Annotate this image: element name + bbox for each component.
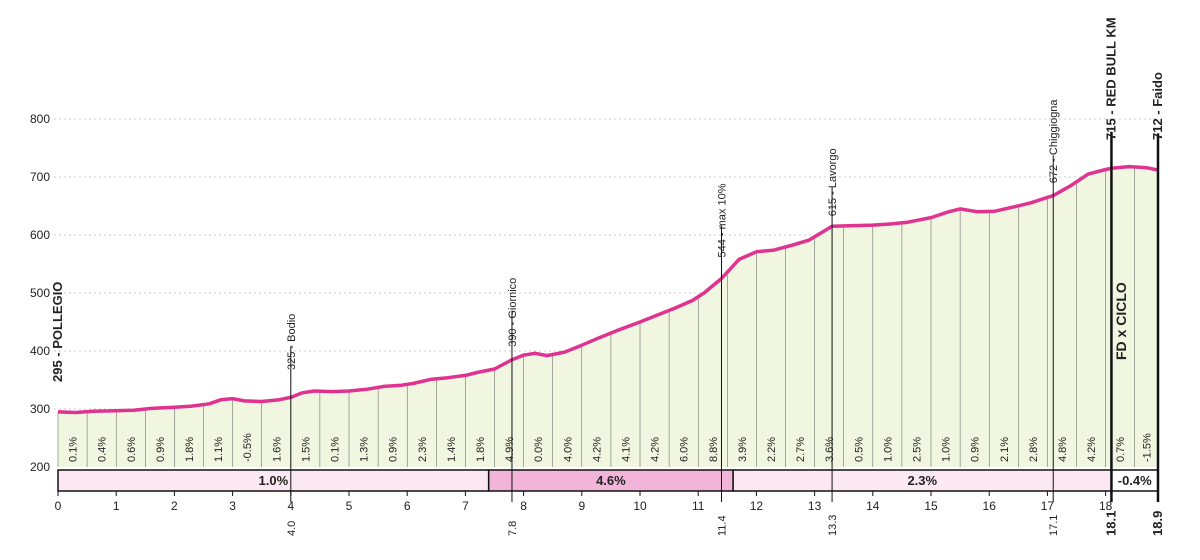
gradient-label: 0.6% [126, 437, 138, 462]
annotation-label: 615 - Lavorgo [827, 148, 839, 216]
gradient-label: 1.8% [475, 437, 487, 462]
y-tick-label: 800 [30, 112, 50, 126]
x-tick-label: 1 [113, 499, 120, 513]
annotation-km: 7.8 [507, 521, 519, 536]
gradient-label: 0.1% [68, 437, 80, 462]
gradient-label: 0.0% [533, 437, 545, 462]
gradient-label: 1.5% [300, 437, 312, 462]
y-tick-label: 500 [30, 286, 50, 300]
gradient-label: 0.9% [970, 437, 982, 462]
gradient-label: 3.6% [824, 437, 836, 462]
segment-label: 4.6% [596, 473, 626, 488]
gradient-label: 6.0% [679, 437, 691, 462]
y-tick-label: 400 [30, 344, 50, 358]
annotation-label: 712 - Faido [1150, 72, 1165, 140]
x-tick-label: 14 [866, 499, 880, 513]
gradient-label: 1.0% [941, 437, 953, 462]
annotation-km: 17.1 [1048, 515, 1060, 536]
gradient-label: 2.3% [417, 437, 429, 462]
x-tick-label: 16 [983, 499, 997, 513]
gradient-label: 1.4% [446, 437, 458, 462]
gradient-label: 1.8% [184, 437, 196, 462]
gradient-labels: 0.1% 0.4% 0.6% 0.9% 1.8% 1.1% -0.5% 1.6% 1.5% 0.1… [68, 433, 1154, 462]
gradient-interval-lines [57, 166, 1159, 467]
x-tick-label: 3 [229, 499, 236, 513]
x-tick-label: 11 [692, 499, 705, 513]
logo: FD x CICLO [1113, 282, 1129, 360]
gradient-label: 1.1% [213, 437, 225, 462]
logo-text: FD x CICLO [1113, 282, 1129, 360]
annotation-label: 544 - max 10% [716, 183, 728, 257]
x-tick-label: 17 [1041, 499, 1055, 513]
gradient-label: 1.0% [882, 437, 894, 462]
x-tick-label: 8 [520, 499, 527, 513]
gradient-label: 4.0% [562, 437, 574, 462]
x-tick-label: 4 [287, 499, 294, 513]
annotation-km: 18.1 [1103, 511, 1118, 536]
y-axis-ticks: 200 300 400 500 600 700 800 [30, 112, 50, 474]
gradient-label: 0.1% [329, 437, 341, 462]
annotations: 295 - POLLEGIO 325 - Bodio 4.0 390 - Giorni… [50, 17, 1165, 536]
x-tick-label: 15 [924, 499, 938, 513]
gradient-label: 0.9% [388, 437, 400, 462]
annotation-label: 325 - Bodio [286, 314, 298, 370]
segment-label: 2.3% [907, 473, 937, 488]
gradient-label: 3.9% [737, 437, 749, 462]
x-tick-label: 13 [808, 499, 822, 513]
annotation-label: 672 - Chiggiogna [1048, 99, 1060, 184]
gradient-label: 0.9% [155, 437, 167, 462]
gradient-label: 2.2% [766, 437, 778, 462]
annotation-label: 390 - Giornico [507, 278, 519, 347]
gradient-label: 4.2% [1086, 437, 1098, 462]
x-tick-label: 6 [404, 499, 411, 513]
x-tick-label: 2 [171, 499, 178, 513]
gradient-label: 4.9% [504, 437, 516, 462]
x-tick-label: 9 [578, 499, 585, 513]
gradient-label: 4.8% [1057, 437, 1069, 462]
gradient-label: 4.2% [591, 437, 603, 462]
elevation-line [57, 164, 1159, 415]
x-tick-label: 0 [55, 499, 62, 513]
x-tick-label: 12 [750, 499, 764, 513]
annotation-km: 13.3 [827, 515, 839, 536]
annotation-km: 4.0 [286, 521, 298, 536]
x-tick-label: 7 [462, 499, 469, 513]
segment-bar: 1.0% 4.6% 2.3% -0.4% [57, 469, 1159, 492]
annotation-km: 18.9 [1150, 511, 1165, 536]
gradient-label: 0.4% [97, 437, 109, 462]
y-tick-label: 200 [30, 460, 50, 474]
gradient-label: 4.2% [650, 437, 662, 462]
y-tick-label: 600 [30, 228, 50, 242]
gradient-label: 8.8% [708, 437, 720, 462]
annotation-label: 295 - POLLEGIO [50, 282, 65, 382]
gradient-label: -0.5% [242, 433, 254, 462]
gradient-label: 4.1% [620, 437, 632, 462]
gradient-label: 2.5% [911, 437, 923, 462]
y-tick-label: 700 [30, 170, 50, 184]
annotation-km: 11.4 [716, 515, 728, 536]
gradient-label: -1.5% [1141, 433, 1153, 462]
gradient-label: 0.5% [853, 437, 865, 462]
x-tick-label: 10 [633, 499, 647, 513]
gradient-label: 1.3% [359, 437, 371, 462]
gradient-label: 0.7% [1115, 437, 1127, 462]
segment-label: 1.0% [259, 473, 289, 488]
annotation-label: 715 - RED BULL KM [1103, 17, 1118, 140]
x-tick-label: 5 [346, 499, 353, 513]
gradient-label: 2.7% [795, 437, 807, 462]
gradient-label: 1.6% [271, 437, 283, 462]
x-tick-label: 18 [1099, 499, 1113, 513]
segment-label: -0.4% [1118, 473, 1152, 488]
y-tick-label: 300 [30, 402, 50, 416]
x-axis: 0 1 2 3 4 5 6 7 8 9 10 11 12 13 14 15 16 17 18 [55, 491, 1113, 513]
gradient-label: 2.8% [1028, 437, 1040, 462]
gradient-label: 2.1% [999, 437, 1011, 462]
